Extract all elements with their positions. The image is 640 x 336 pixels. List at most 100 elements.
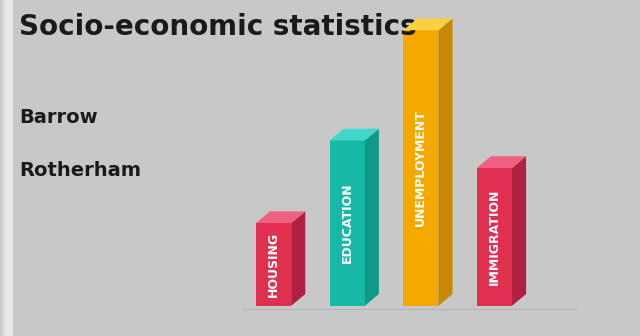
Bar [5,0,12,336]
Bar [2,0,8,336]
Text: Socio-economic statistics: Socio-economic statistics [19,13,417,41]
Bar [5,0,12,336]
Bar [2,0,8,336]
Bar [4,0,11,336]
Polygon shape [512,156,526,306]
Bar [1,0,7,336]
Bar [6,0,13,336]
Text: UNEMPLOYMENT: UNEMPLOYMENT [414,110,428,226]
Bar [6,0,12,336]
Bar [3,0,10,336]
Bar [1,0,8,336]
Polygon shape [403,18,452,30]
Bar [1,0,8,336]
Bar [5,0,12,336]
Polygon shape [477,156,526,168]
Bar [1,0,8,336]
Polygon shape [403,30,438,306]
Bar [3,0,10,336]
Bar [4,0,11,336]
Bar [5,0,12,336]
Text: HOUSING: HOUSING [267,232,280,297]
Polygon shape [256,223,291,306]
Text: EDUCATION: EDUCATION [340,183,354,263]
Bar [6,0,12,336]
Bar [1,0,7,336]
Bar [4,0,11,336]
Bar [2,0,8,336]
Bar [2,0,8,336]
Bar [4,0,10,336]
Bar [3,0,10,336]
Bar [1,0,7,336]
Bar [2,0,8,336]
Polygon shape [438,18,452,306]
Bar [4,0,11,336]
Bar [0,0,6,336]
Bar [4,0,10,336]
Bar [2,0,8,336]
Bar [4,0,10,336]
Bar [6,0,12,336]
Bar [0,0,6,336]
Bar [5,0,12,336]
Bar [1,0,7,336]
Text: IMMIGRATION: IMMIGRATION [488,189,501,285]
Bar [1,0,7,336]
Bar [6,0,12,336]
Bar [2,0,9,336]
Bar [5,0,12,336]
Bar [5,0,12,336]
Polygon shape [330,140,365,306]
Bar [6,0,12,336]
Bar [1,0,8,336]
Bar [4,0,11,336]
Bar [1,0,8,336]
Bar [3,0,9,336]
Bar [1,0,7,336]
Bar [4,0,10,336]
Bar [1,0,8,336]
Bar [5,0,12,336]
Bar [3,0,9,336]
Bar [5,0,12,336]
Bar [5,0,12,336]
Bar [3,0,10,336]
Bar [2,0,8,336]
Polygon shape [403,294,452,306]
Bar [1,0,8,336]
Bar [1,0,7,336]
Polygon shape [256,294,305,306]
Bar [6,0,12,336]
Bar [6,0,13,336]
Bar [1,0,8,336]
Text: Barrow: Barrow [19,108,98,127]
Bar [6,0,13,336]
Bar [3,0,9,336]
Bar [4,0,10,336]
Bar [3,0,9,336]
Bar [4,0,10,336]
Bar [3,0,9,336]
Bar [0,0,6,336]
Bar [3,0,9,336]
Bar [3,0,10,336]
Bar [0,0,6,336]
Bar [2,0,8,336]
Bar [6,0,12,336]
Bar [4,0,10,336]
Bar [4,0,10,336]
Polygon shape [256,211,305,223]
Text: Rotherham: Rotherham [19,161,141,180]
Bar [4,0,11,336]
Bar [1,0,8,336]
Bar [3,0,10,336]
Bar [6,0,13,336]
Bar [0,0,7,336]
Bar [4,0,11,336]
Bar [3,0,10,336]
Bar [2,0,8,336]
Bar [6,0,12,336]
Polygon shape [330,129,379,140]
Bar [3,0,10,336]
